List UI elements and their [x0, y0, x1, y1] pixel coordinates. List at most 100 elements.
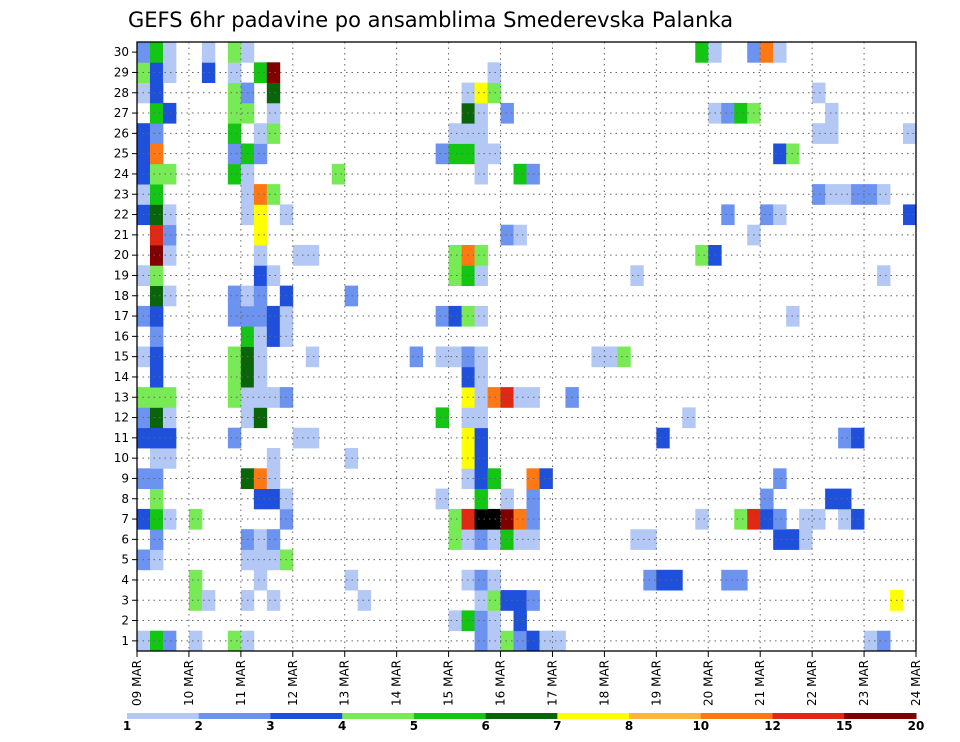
heatmap-cell [812, 82, 826, 104]
heatmap-cell [812, 123, 826, 144]
legend-label: 1 [123, 719, 131, 733]
heatmap-cell [864, 184, 878, 205]
heatmap-cell [500, 529, 514, 550]
y-tick-label: 10 [114, 451, 129, 465]
heatmap-cell [162, 387, 177, 408]
heatmap-cell [474, 163, 488, 185]
heatmap-cell [227, 143, 242, 165]
heatmap-cell [266, 265, 281, 286]
y-tick-label: 3 [121, 593, 129, 607]
heatmap-cell [331, 163, 346, 185]
heatmap-cell [877, 265, 891, 286]
heatmap-cell [487, 143, 501, 165]
y-tick-label: 23 [114, 187, 129, 201]
heatmap-cell [149, 245, 164, 266]
heatmap-cell [877, 184, 891, 205]
heatmap-cell [162, 630, 177, 652]
y-tick-label: 20 [114, 248, 129, 262]
heatmap-cell [474, 102, 488, 124]
legend-label: 3 [266, 719, 274, 733]
heatmap-cell [513, 610, 527, 632]
heatmap-cell [253, 569, 268, 591]
heatmap-cell [188, 590, 203, 611]
x-tick-label: 16 MAR [494, 660, 508, 706]
legend-swatch [557, 713, 630, 719]
heatmap-cell [162, 163, 177, 185]
heatmap-cell [149, 204, 164, 226]
heatmap-cell [357, 590, 372, 611]
legend-label: 8 [625, 719, 633, 733]
heatmap-cell [474, 82, 488, 104]
heatmap-cell [500, 590, 514, 611]
heatmap-cell [825, 102, 839, 124]
y-tick-label: 28 [114, 86, 129, 100]
heatmap-cell [474, 346, 488, 368]
heatmap-cell [487, 387, 501, 408]
color-legend: 1 2 3 4 5 6 7 8 10 12 15 20 [123, 713, 924, 733]
heatmap-cell [448, 346, 462, 368]
heatmap-cell [266, 468, 281, 489]
heatmap-cell [305, 346, 320, 368]
heatmap-cell [474, 630, 488, 652]
y-tick-label: 15 [114, 350, 129, 364]
heatmap-cell [201, 42, 216, 63]
heatmap-cell [149, 265, 164, 286]
y-axis: 1234567891011121314151617181920212223242… [114, 45, 137, 648]
legend-label: 5 [410, 719, 418, 733]
legend-swatch [700, 713, 774, 719]
heatmap-cell [825, 123, 839, 144]
heatmap-cell [630, 529, 644, 550]
heatmap-cell [253, 224, 268, 246]
heatmap-cell [448, 529, 462, 550]
heatmap-cell [474, 590, 488, 611]
heatmap-cell [149, 387, 164, 408]
heatmap-cell [643, 529, 657, 550]
heatmap-cell [162, 224, 177, 246]
heatmap-cell [253, 407, 268, 429]
heatmap-cell [266, 82, 281, 104]
legend-swatch [629, 713, 702, 719]
heatmap-cell [721, 204, 735, 226]
heatmap-cell [162, 102, 177, 124]
heatmap-cell [838, 508, 852, 530]
heatmap-cell [773, 529, 787, 550]
heatmap-cell [487, 82, 501, 104]
x-axis: 09 MAR 10 MAR 11 MAR 12 MAR 13 MAR 14 MAR 15 M… [130, 651, 923, 706]
heatmap-cell [656, 427, 670, 449]
heatmap-cell [773, 204, 787, 226]
heatmap-cell [162, 245, 177, 266]
y-tick-label: 24 [114, 167, 129, 181]
heatmap-cell [149, 468, 164, 489]
y-tick-label: 13 [114, 390, 129, 404]
heatmap-cell [773, 468, 787, 489]
heatmap-cell [266, 123, 281, 144]
heatmap-cell [487, 62, 501, 83]
heatmap-cell [149, 82, 164, 104]
y-tick-label: 25 [114, 147, 129, 161]
heatmap-cell [695, 508, 709, 530]
legend-label: 10 [692, 719, 709, 733]
heatmap-cell [474, 610, 488, 632]
heatmap-cell [253, 245, 268, 266]
x-tick-label: 24 MAR [909, 660, 923, 706]
y-tick-label: 5 [121, 553, 129, 567]
heatmap-cell [500, 630, 514, 652]
heatmap-cell [448, 305, 462, 327]
heatmap-cell [500, 387, 514, 408]
heatmap-cell [344, 448, 359, 469]
heatmap-cell [474, 427, 488, 449]
y-tick-label: 2 [121, 614, 129, 628]
heatmap-cell [734, 102, 748, 124]
heatmap-cell [149, 123, 164, 144]
x-tick-label: 23 MAR [857, 660, 871, 706]
y-tick-label: 29 [114, 65, 129, 79]
y-tick-label: 9 [121, 471, 129, 485]
heatmap-cell [227, 285, 242, 307]
legend-swatch [198, 713, 271, 719]
heatmap-cell [656, 569, 670, 591]
heatmap-cell [227, 427, 242, 449]
heatmap-cell [487, 630, 501, 652]
heatmap-cell [149, 102, 164, 124]
x-tick-label: 10 MAR [182, 660, 196, 706]
y-tick-label: 7 [121, 512, 129, 526]
